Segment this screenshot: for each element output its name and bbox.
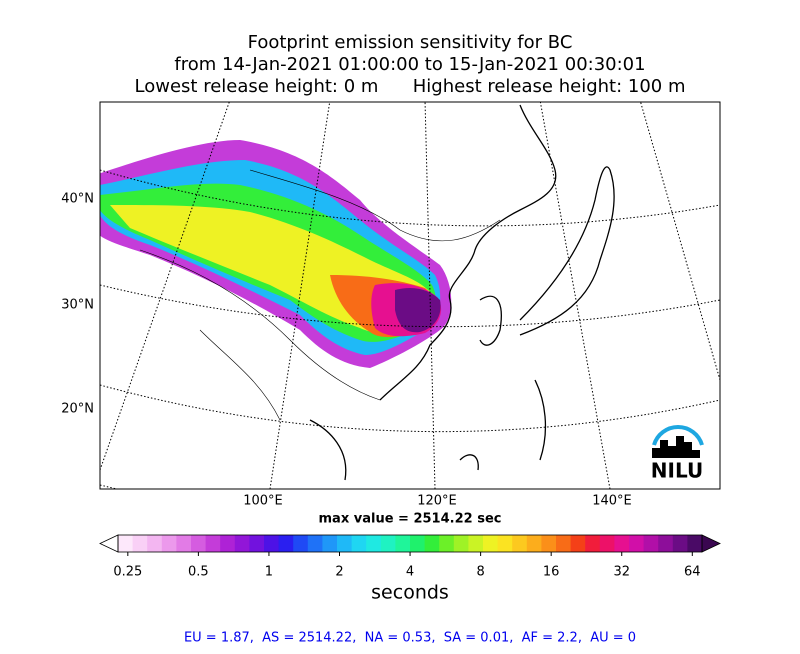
colorbar-cell — [307, 535, 323, 552]
lon-label: 120°E — [417, 494, 457, 509]
colorbar-tick-label: 32 — [613, 565, 630, 580]
colorbar-cell — [118, 535, 134, 552]
colorbar-cell — [205, 535, 221, 552]
colorbar-cell — [322, 535, 338, 552]
colorbar-cell — [351, 535, 367, 552]
colorbar-cell — [161, 535, 177, 552]
colorbar-cell — [395, 535, 411, 552]
colorbar-cell — [264, 535, 280, 552]
colorbar-cell — [497, 535, 513, 552]
graticule — [100, 102, 720, 489]
colorbar-cell — [424, 535, 440, 552]
coastline — [309, 104, 615, 481]
plume — [100, 140, 452, 368]
colorbar-tick-label: 1 — [265, 565, 273, 580]
colorbar-cell — [147, 535, 163, 552]
title-line: from 14-Jan-2021 01:00:00 to 15-Jan-2021… — [174, 54, 645, 75]
colorbar-cell — [278, 535, 294, 552]
colorbar-tick-label: 16 — [543, 565, 560, 580]
lon-label: 100°E — [243, 494, 283, 509]
colorbar-cell — [410, 535, 426, 552]
lat-label: 40°N — [61, 192, 94, 207]
map-labels: 40°N 30°N 20°N 100°E 120°E 140°E — [61, 192, 632, 509]
colorbar-cell — [468, 535, 484, 552]
colorbar-cell — [483, 535, 499, 552]
colorbar-under — [99, 534, 119, 553]
colorbar-label: seconds — [371, 582, 449, 604]
colorbar-cell — [526, 535, 542, 552]
colorbar-tick-label: 0.25 — [113, 565, 142, 580]
colorbar-tick-label: 2 — [335, 565, 343, 580]
lat-label: 30°N — [61, 298, 94, 313]
colorbar-cell — [293, 535, 309, 552]
map: NILU — [100, 102, 720, 489]
colorbar-over — [701, 534, 721, 553]
title-line: Lowest release height: 0 m Highest relea… — [135, 76, 686, 97]
colorbar-tick-label: 64 — [684, 565, 701, 580]
nilu-logo: NILU — [651, 425, 704, 483]
map-frame — [99, 101, 721, 490]
colorbar-cell — [556, 535, 572, 552]
logo-text: NILU — [651, 459, 703, 483]
colorbar-cell — [599, 535, 615, 552]
colorbar-cell — [629, 535, 645, 552]
colorbar-cell — [439, 535, 455, 552]
colorbar-cell — [614, 535, 630, 552]
lon-label: 140°E — [592, 494, 632, 509]
colorbar-cell — [585, 535, 601, 552]
colorbar-tick-label: 8 — [476, 565, 484, 580]
colorbar-cell — [380, 535, 396, 552]
colorbar-cell — [687, 535, 703, 552]
footer: EU = 1.87, AS = 2514.22, NA = 0.53, SA =… — [184, 631, 636, 646]
colorbar-cell — [643, 535, 659, 552]
colorbar-cell — [176, 535, 192, 552]
colorbar-tick-label: 0.5 — [188, 565, 209, 580]
colorbar-tick-label: 4 — [406, 565, 414, 580]
borders — [139, 169, 501, 421]
colorbar-cell — [453, 535, 469, 552]
colorbar: 0.25 0.5 1 2 4 8 16 32 64 — [99, 534, 721, 580]
colorbar-cell — [132, 535, 148, 552]
colorbar-cell — [512, 535, 528, 552]
colorbar-cell — [658, 535, 674, 552]
max-value: max value = 2514.22 sec — [319, 512, 502, 527]
colorbar-cell — [191, 535, 207, 552]
colorbar-cell — [234, 535, 250, 552]
colorbar-cell — [337, 535, 353, 552]
title-line: Footprint emission sensitivity for BC — [248, 32, 573, 53]
lat-label: 20°N — [61, 402, 94, 417]
colorbar-cell — [249, 535, 265, 552]
colorbar-cell — [220, 535, 236, 552]
colorbar-cell — [672, 535, 688, 552]
colorbar-cell — [366, 535, 382, 552]
colorbar-cell — [570, 535, 586, 552]
colorbar-cell — [541, 535, 557, 552]
